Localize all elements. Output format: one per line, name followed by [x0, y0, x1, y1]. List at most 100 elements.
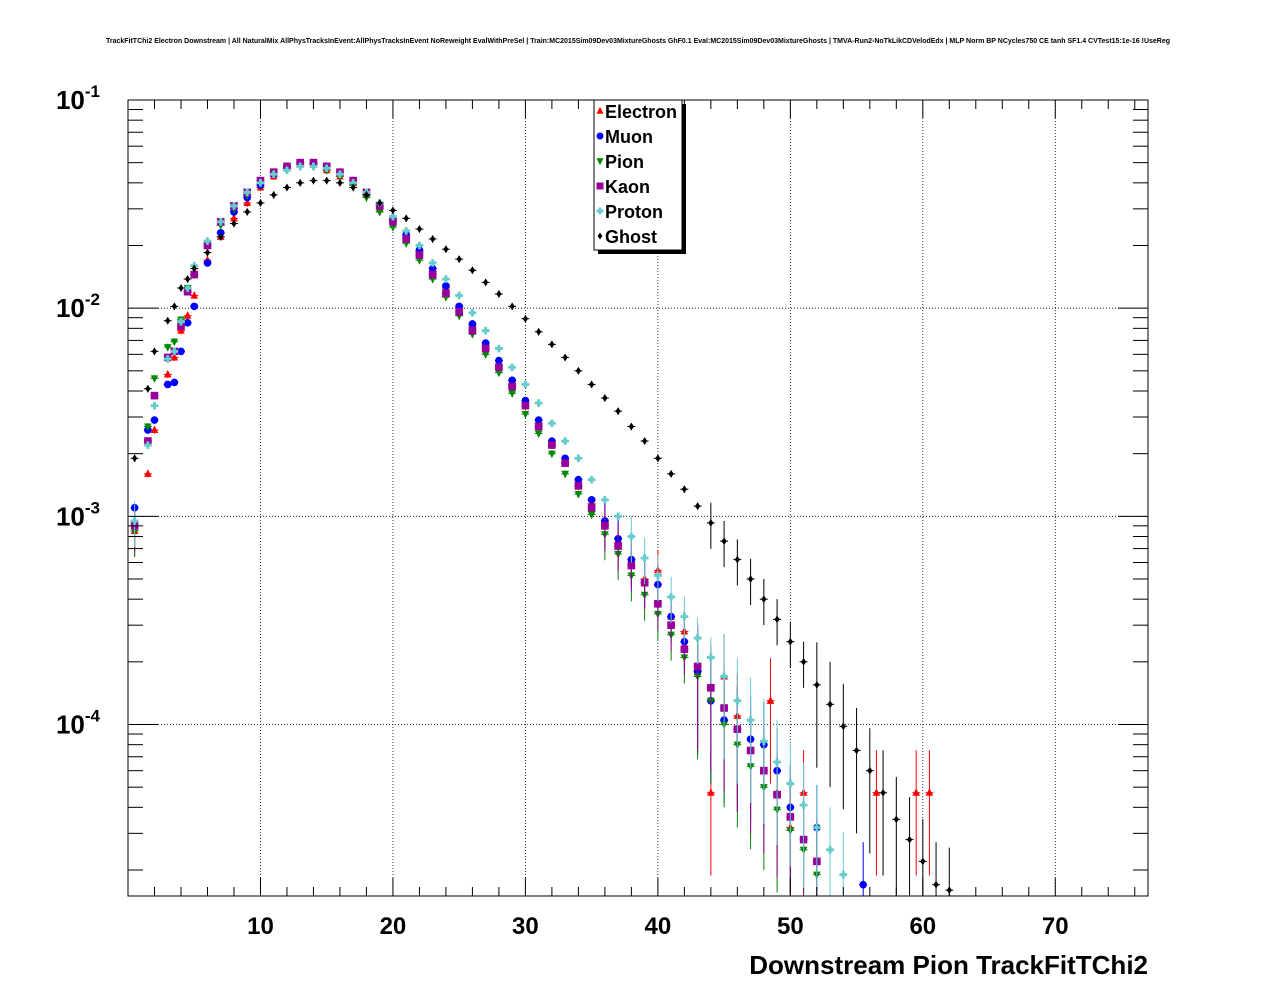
- data-point: [494, 356, 503, 365]
- data-point: [587, 503, 596, 512]
- point-marker: [204, 248, 211, 257]
- point-marker: [150, 401, 159, 410]
- point-marker: [574, 490, 583, 499]
- data-point: [163, 316, 172, 325]
- point-marker: [468, 320, 477, 328]
- point-marker: [587, 475, 596, 484]
- point-marker: [336, 170, 344, 179]
- point-marker: [534, 399, 543, 407]
- point-marker: [734, 555, 741, 564]
- data-point: [786, 621, 795, 668]
- point-marker: [170, 347, 179, 356]
- data-point: [547, 340, 556, 349]
- point-marker: [183, 319, 192, 327]
- point-marker: [707, 788, 715, 796]
- data-point: [296, 162, 305, 171]
- point-marker: [324, 176, 330, 185]
- legend-entry: Ghost: [597, 227, 657, 247]
- series-ghost: [130, 176, 954, 896]
- point-marker: [680, 645, 689, 653]
- point-marker: [468, 309, 477, 317]
- legend-label: Proton: [605, 202, 663, 222]
- point-marker: [534, 422, 543, 431]
- point-marker: [284, 183, 290, 192]
- data-point: [130, 454, 139, 463]
- point-marker: [654, 571, 662, 580]
- point-marker: [415, 257, 424, 265]
- data-point: [143, 422, 152, 432]
- data-point: [229, 219, 238, 228]
- data-point: [799, 641, 808, 688]
- data-point: [706, 637, 715, 684]
- data-point: [508, 302, 517, 311]
- x-tick-label: 50: [777, 913, 804, 940]
- point-marker: [443, 245, 449, 253]
- point-marker: [667, 593, 675, 601]
- point-marker: [150, 425, 159, 433]
- point-marker: [760, 737, 768, 746]
- point-marker: [130, 517, 139, 525]
- data-point: [521, 314, 530, 323]
- point-marker: [839, 870, 848, 879]
- point-marker: [521, 401, 530, 410]
- data-point: [415, 251, 424, 259]
- legend-entry: Kaon: [596, 177, 650, 197]
- data-point: [150, 347, 159, 356]
- x-tick-label: 70: [1042, 913, 1069, 940]
- point-marker: [177, 317, 185, 326]
- data-point: [547, 441, 556, 449]
- data-point: [627, 516, 636, 563]
- point-marker: [614, 512, 622, 521]
- data-point: [720, 634, 729, 760]
- legend: Electron Muon Pion Kaon Proton Ghost: [593, 99, 686, 254]
- data-point: [375, 199, 384, 207]
- x-tick-label: 40: [645, 913, 672, 940]
- data-point: [905, 797, 914, 896]
- data-point: [190, 302, 199, 311]
- data-point: [349, 183, 358, 192]
- data-layer: [130, 158, 954, 896]
- point-marker: [548, 450, 556, 459]
- point-marker: [481, 344, 490, 353]
- data-point: [786, 741, 795, 867]
- y-tick-label: 10-4: [56, 706, 101, 739]
- data-point: [508, 382, 517, 391]
- data-point: [170, 302, 179, 311]
- data-point: [680, 485, 689, 493]
- point-marker: [587, 496, 596, 504]
- data-point: [309, 176, 318, 185]
- data-point: [693, 617, 702, 665]
- point-marker: [151, 347, 158, 356]
- data-point: [468, 320, 477, 328]
- point-marker: [602, 394, 608, 402]
- data-point: [190, 264, 199, 273]
- data-point: [667, 470, 676, 478]
- data-point: [746, 677, 755, 803]
- legend-marker: [597, 232, 603, 240]
- data-point: [170, 378, 179, 387]
- point-marker: [495, 363, 503, 372]
- point-marker: [283, 166, 291, 175]
- data-point: [183, 319, 192, 327]
- x-axis-label: Downstream Pion TrackFitTChi2: [749, 950, 1148, 980]
- point-marker: [163, 355, 172, 363]
- point-marker: [912, 788, 920, 796]
- data-point: [143, 441, 152, 449]
- data-point: [879, 750, 888, 876]
- data-point: [402, 235, 411, 243]
- point-marker: [269, 170, 278, 179]
- point-marker: [867, 766, 873, 775]
- point-marker: [309, 162, 318, 171]
- point-marker: [481, 326, 490, 335]
- data-point: [163, 380, 172, 389]
- data-point: [892, 776, 901, 896]
- legend-marker: [596, 207, 604, 215]
- data-point: [812, 785, 821, 896]
- data-point: [150, 401, 159, 410]
- point-marker: [534, 416, 543, 424]
- data-point: [561, 353, 570, 362]
- data-point: [388, 206, 397, 215]
- data-point: [282, 166, 291, 175]
- data-point: [925, 750, 934, 876]
- data-point: [508, 389, 517, 398]
